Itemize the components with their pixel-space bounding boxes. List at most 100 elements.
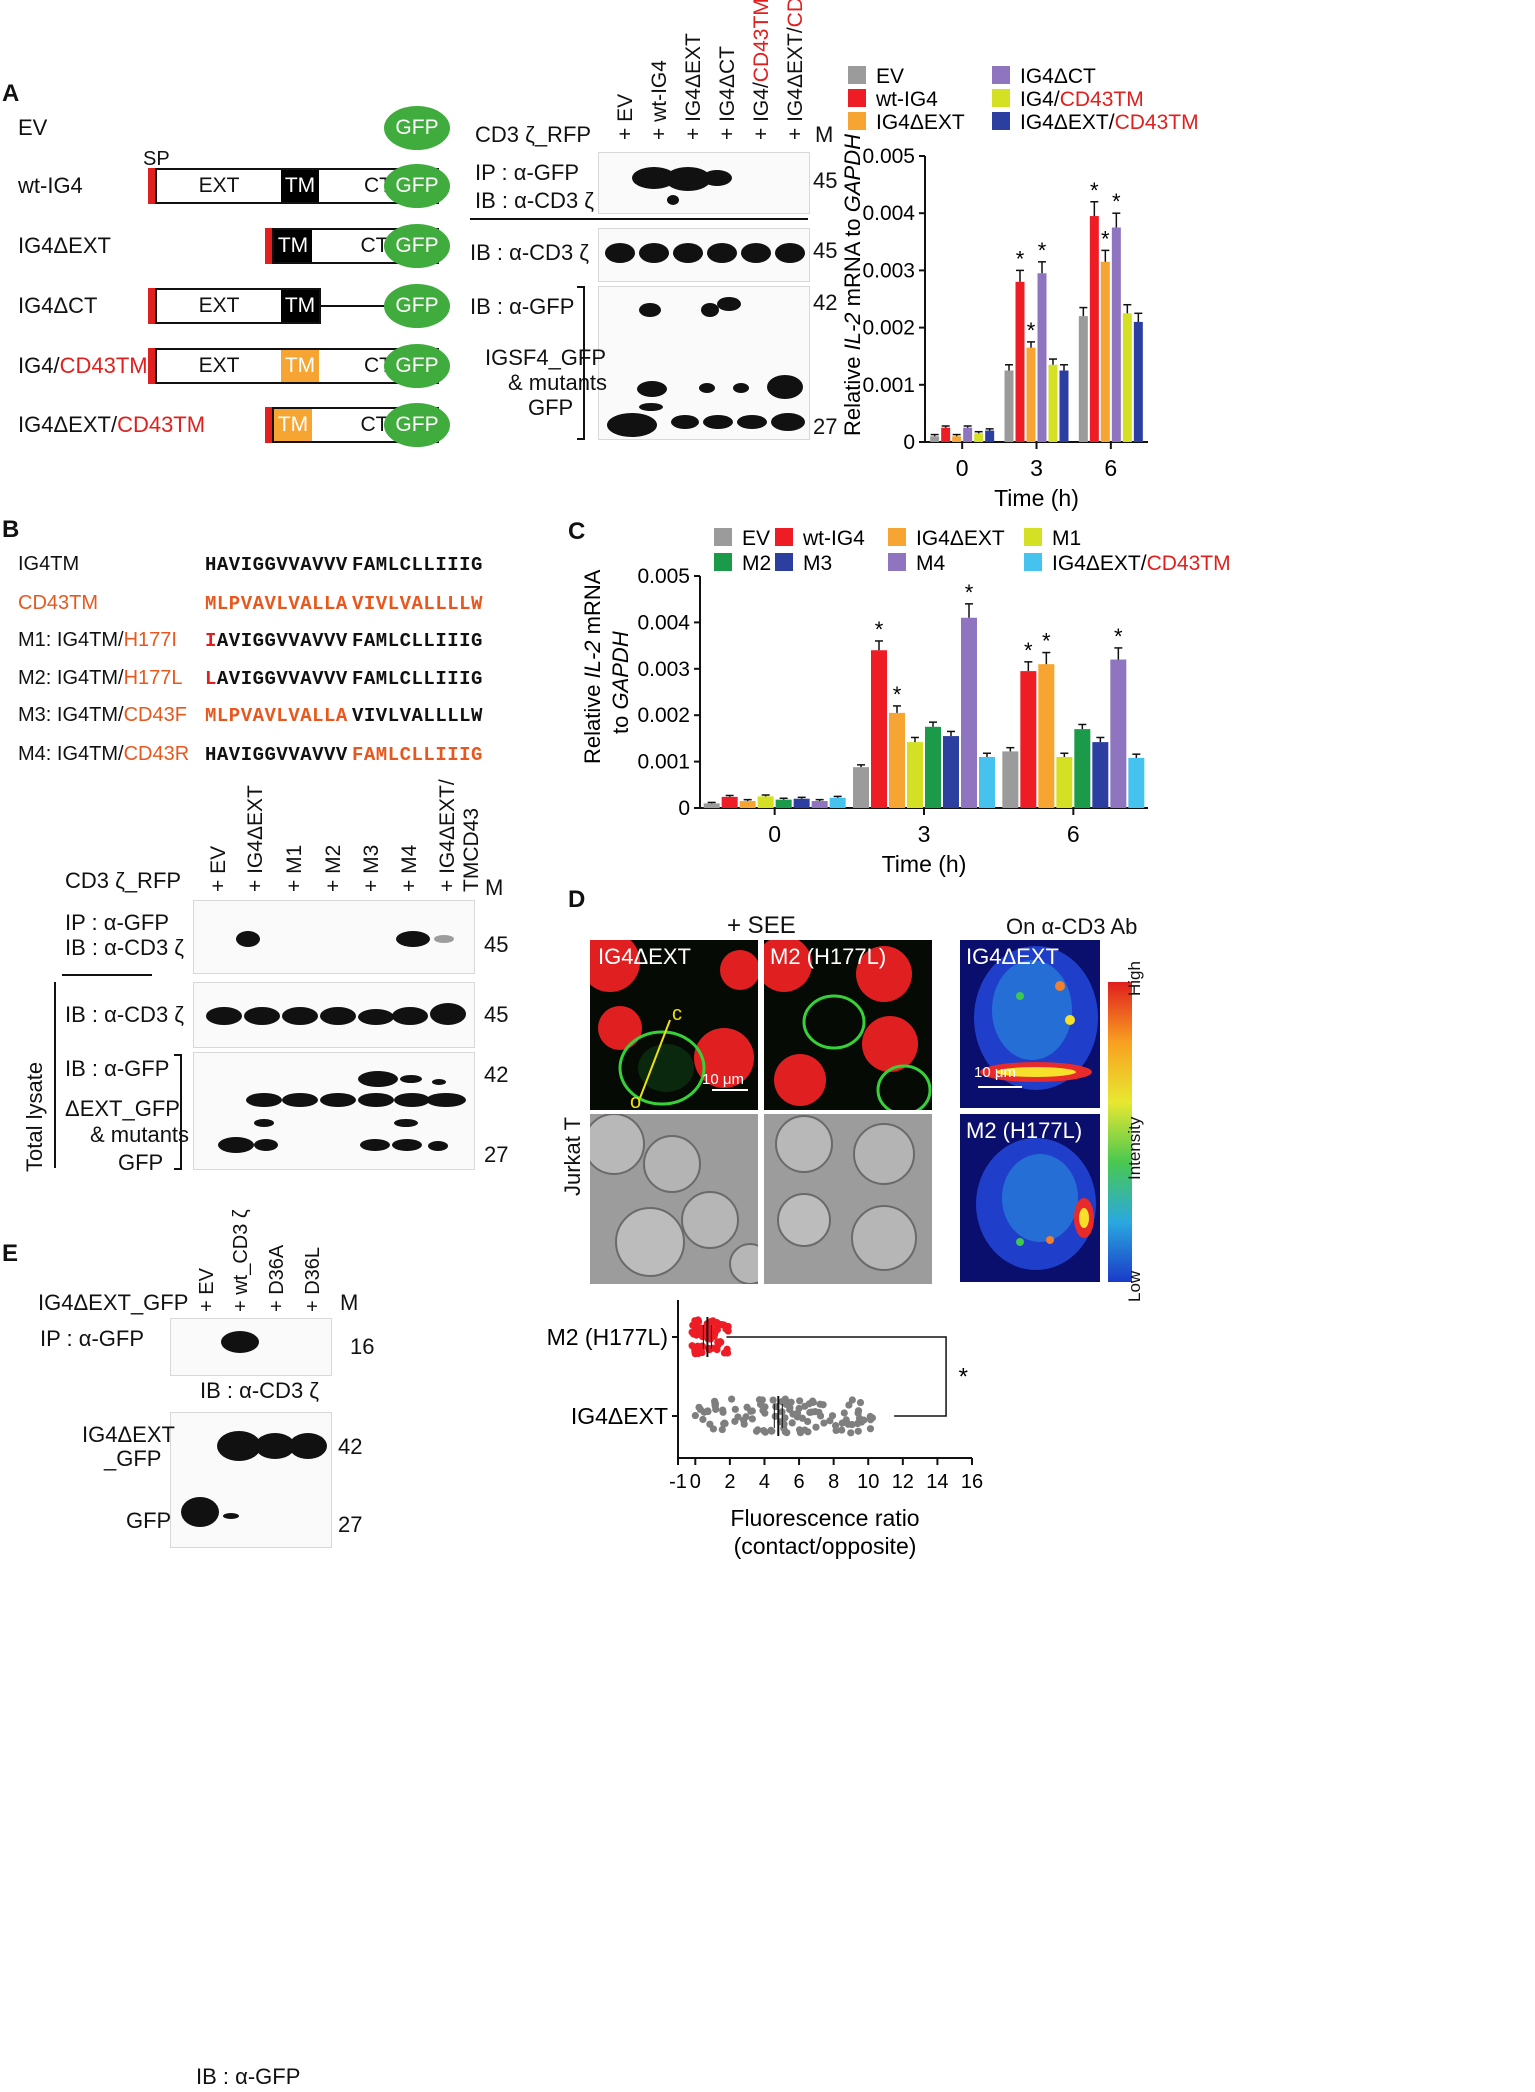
data-point	[786, 1403, 794, 1412]
ib-gfp-label: IB : α-GFP	[65, 1056, 170, 1081]
x-tick-label: 0	[768, 821, 781, 847]
sequence-part-a: IAVIGGVVAVVV	[205, 630, 348, 652]
data-point	[782, 1400, 790, 1408]
lane-label: + IG4ΔEXT/CD43TM	[784, 0, 807, 140]
legend-label: IG4ΔEXT	[876, 111, 965, 134]
x-tick-label: 0	[690, 1471, 701, 1493]
data-point	[806, 1408, 814, 1417]
data-point	[692, 1331, 701, 1339]
bar	[952, 436, 962, 442]
gfp-label: GFP	[528, 395, 574, 420]
bar	[853, 767, 869, 808]
lane-label: + EV	[614, 93, 637, 140]
y-tick-label: 0.002	[637, 704, 690, 727]
segment-ext: EXT	[198, 354, 240, 377]
bracket	[174, 1054, 182, 1170]
y-tick-label: 0.005	[637, 565, 690, 588]
sequence-label: M4: IG4TM/CD43R	[18, 743, 190, 765]
scale-bar-label: 10 μm	[702, 1071, 744, 1088]
construct-label: IG4/CD43TM	[18, 353, 148, 378]
data-point	[761, 1428, 769, 1436]
data-point	[848, 1396, 856, 1404]
data-point	[771, 1412, 779, 1420]
data-point	[693, 1324, 701, 1332]
lane-label: TMCD43	[460, 807, 483, 892]
fluorescence-image-ig4dext: c o 10 μm IG4ΔEXT	[590, 940, 758, 1110]
data-point	[720, 1420, 728, 1428]
construct-label: wt-IG4	[18, 173, 83, 198]
data-point	[721, 1419, 729, 1427]
data-point	[734, 1413, 742, 1421]
bar	[1037, 273, 1047, 442]
gfp-blot-e	[170, 1412, 332, 1548]
data-point	[767, 1426, 775, 1434]
data-point	[706, 1420, 714, 1428]
marker-m-label: M	[340, 1290, 359, 1315]
bar	[1026, 347, 1036, 442]
segment-tm: TM	[281, 290, 319, 322]
data-point	[847, 1429, 855, 1437]
sequence-part-a: MLPVAVLVALLA	[205, 593, 348, 615]
data-point	[778, 1397, 786, 1406]
legend-label: EV	[876, 65, 904, 88]
y-axis-title: Relative IL-2 mRNA to GAPDH	[840, 134, 865, 436]
sequence-part-b: VIVLVALLLLW	[352, 705, 483, 727]
data-point	[828, 1412, 837, 1420]
data-point	[848, 1420, 856, 1429]
bar	[739, 801, 756, 808]
data-point	[769, 1396, 777, 1404]
legend-swatch	[714, 553, 732, 571]
data-point	[808, 1408, 816, 1416]
data-point	[711, 1400, 719, 1409]
dic-image-ig4dext	[590, 1114, 758, 1284]
total-lysate-label: Total lysate	[22, 1061, 47, 1172]
data-point	[691, 1411, 699, 1420]
data-point	[719, 1406, 727, 1414]
marker-45: 45	[484, 1002, 509, 1027]
ib-label: IB : α-CD3 ζ	[200, 1378, 319, 1403]
data-point	[699, 1342, 707, 1351]
data-point	[688, 1328, 696, 1336]
panel-d-letter: D	[568, 886, 586, 913]
data-point	[692, 1324, 700, 1332]
segment-tm: TM	[281, 170, 319, 202]
data-point	[713, 1319, 721, 1327]
gfp-label: GFP	[118, 1150, 164, 1175]
bar	[1002, 751, 1019, 808]
x-tick-label: 2	[724, 1471, 735, 1493]
data-point	[710, 1331, 718, 1339]
bar	[1133, 321, 1143, 442]
bar	[1111, 227, 1121, 442]
x-axis-title: Fluorescence ratio	[730, 1505, 919, 1531]
jurkat-label: Jurkat T	[560, 1116, 585, 1196]
gfp-tag: GFP	[384, 106, 450, 150]
data-point	[796, 1429, 805, 1437]
sequence-part-b: VIVLVALLLLW	[352, 593, 483, 615]
dext-gfp-label: ΔEXT_GFP	[65, 1096, 180, 1121]
bar	[907, 742, 923, 808]
data-point	[690, 1328, 698, 1336]
data-point	[696, 1326, 705, 1334]
bar	[775, 799, 792, 808]
marker-45: 45	[484, 932, 509, 957]
data-point	[716, 1320, 724, 1329]
significance-star: *	[1016, 246, 1025, 271]
legend-label: IG4ΔEXT/CD43TM	[1052, 552, 1231, 575]
data-point	[816, 1412, 825, 1420]
data-point	[694, 1316, 702, 1324]
data-point	[711, 1402, 719, 1410]
bar	[1092, 742, 1109, 808]
image-label: IG4ΔEXT	[598, 944, 691, 969]
data-point	[701, 1328, 709, 1336]
image-label: M2 (H177L)	[770, 944, 887, 969]
data-point	[709, 1332, 717, 1341]
lane-label: + EV	[196, 1268, 218, 1312]
data-point	[692, 1343, 701, 1351]
segment-ct: CT	[360, 234, 389, 257]
data-point	[707, 1318, 715, 1326]
data-point	[842, 1416, 850, 1424]
data-point	[727, 1395, 736, 1403]
gfp-tag: GFP	[384, 224, 450, 268]
construct-label: EV	[18, 115, 48, 140]
x-tick-label: 6	[1067, 821, 1080, 847]
